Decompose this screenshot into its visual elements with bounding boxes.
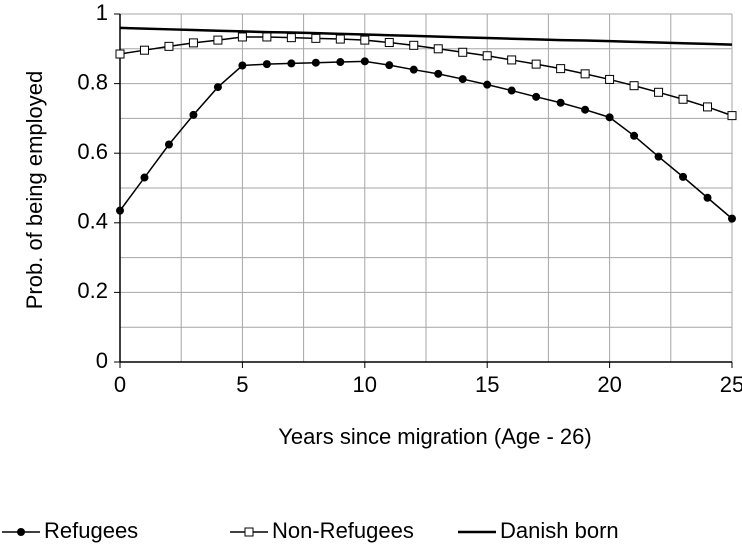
point	[458, 75, 467, 84]
point	[115, 49, 125, 59]
y-tick-label: 1	[96, 0, 108, 25]
point	[531, 59, 541, 69]
point	[507, 55, 517, 65]
x-tick-label: 15	[475, 372, 499, 397]
point	[116, 206, 124, 215]
point	[703, 193, 712, 202]
point	[458, 47, 468, 57]
point	[336, 58, 345, 67]
point	[728, 214, 736, 223]
point	[213, 83, 222, 92]
point	[189, 110, 198, 119]
point	[483, 80, 492, 89]
point	[311, 58, 320, 67]
x-axis-title: Years since migration (Age - 26)	[278, 424, 591, 449]
point	[580, 69, 590, 79]
point	[139, 45, 149, 55]
point	[605, 113, 614, 122]
series-line	[119, 60, 733, 220]
point	[556, 98, 565, 107]
point	[654, 152, 663, 161]
point	[581, 105, 590, 114]
y-tick-label: 0.6	[77, 139, 108, 164]
point	[678, 94, 688, 104]
point	[679, 172, 688, 181]
point	[482, 51, 492, 61]
point	[140, 173, 149, 182]
x-tick-label: 20	[597, 372, 621, 397]
point	[605, 74, 615, 84]
point	[654, 87, 664, 97]
point	[360, 35, 370, 45]
point	[434, 69, 443, 78]
point	[409, 65, 418, 74]
legend-marker	[17, 528, 25, 536]
x-tick-label: 25	[720, 372, 742, 397]
point	[213, 35, 223, 45]
point	[507, 86, 516, 95]
point	[385, 61, 394, 70]
x-tick-label: 0	[114, 372, 126, 397]
point	[237, 32, 247, 42]
point	[727, 111, 737, 121]
point	[262, 60, 271, 69]
y-tick-label: 0.8	[77, 69, 108, 94]
point	[238, 61, 247, 70]
point	[409, 40, 419, 50]
legend-label: Danish born	[500, 518, 619, 543]
point	[287, 59, 296, 68]
legend-label: Refugees	[44, 518, 138, 543]
point	[286, 33, 296, 43]
point	[335, 34, 345, 44]
series-line	[119, 26, 733, 46]
y-tick-label: 0.4	[77, 209, 108, 234]
point	[630, 131, 639, 140]
y-tick-label: 0.2	[77, 278, 108, 303]
point	[262, 32, 272, 42]
x-tick-label: 10	[353, 372, 377, 397]
legend-marker	[244, 527, 254, 537]
point	[629, 81, 639, 91]
point	[556, 64, 566, 74]
point	[188, 38, 198, 48]
point	[164, 41, 174, 51]
point	[433, 44, 443, 54]
x-tick-label: 5	[236, 372, 248, 397]
point	[703, 102, 713, 112]
point	[360, 57, 369, 66]
point	[164, 140, 173, 149]
point	[311, 33, 321, 43]
y-axis-title: Prob. of being employed	[22, 71, 47, 310]
legend-label: Non-Refugees	[272, 518, 414, 543]
point	[532, 92, 541, 101]
y-tick-label: 0	[96, 348, 108, 373]
point	[384, 38, 394, 48]
